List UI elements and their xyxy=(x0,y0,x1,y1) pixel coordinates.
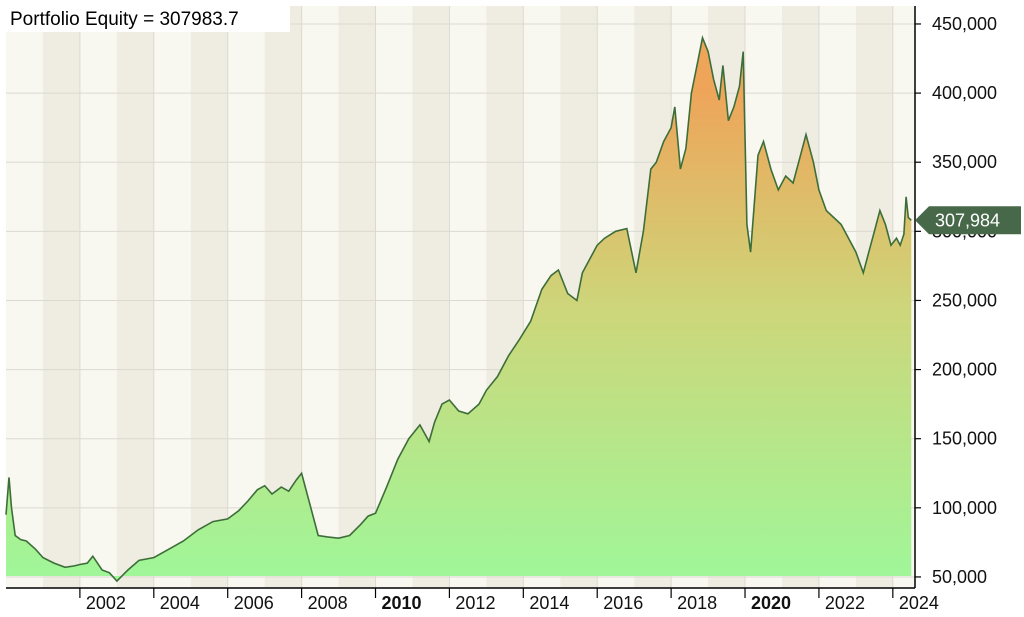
y-tick-label: 450,000 xyxy=(932,14,997,34)
x-tick-label: 2008 xyxy=(308,593,348,613)
y-tick-label: 150,000 xyxy=(932,429,997,449)
title-background xyxy=(6,6,290,32)
x-tick-label: 2020 xyxy=(751,593,791,613)
x-tick-label: 2004 xyxy=(160,593,200,613)
x-tick-label: 2016 xyxy=(603,593,643,613)
last-value-label: 307,984 xyxy=(935,210,1000,230)
x-tick-label: 2022 xyxy=(825,593,865,613)
y-tick-label: 400,000 xyxy=(932,83,997,103)
last-value-badge xyxy=(915,206,1021,235)
last-value-marker: 307,984 xyxy=(915,206,1021,235)
chart-title: Portfolio Equity = 307983.7 xyxy=(6,6,290,32)
year-band xyxy=(6,6,43,588)
year-band xyxy=(153,6,191,588)
x-tick-label: 2002 xyxy=(86,593,126,613)
y-axis-ticks: 50,000100,000150,000200,000250,000300,00… xyxy=(915,14,997,587)
year-band xyxy=(42,6,80,588)
equity-area xyxy=(6,37,912,582)
x-axis-ticks: 2002 2004 2006 2008 2010 2012 2014 2016 2018 2020… xyxy=(79,588,939,613)
year-band xyxy=(301,6,339,588)
y-tick-label: 350,000 xyxy=(932,152,997,172)
x-tick-label: 2006 xyxy=(234,593,274,613)
year-band xyxy=(338,6,376,588)
y-tick-label: 200,000 xyxy=(932,360,997,380)
x-tick-label: 2010 xyxy=(382,593,422,613)
year-band xyxy=(79,6,117,588)
year-band xyxy=(190,6,228,588)
y-tick-label: 100,000 xyxy=(932,498,997,518)
chart-title-text: Portfolio Equity = 307983.7 xyxy=(10,9,239,30)
year-band xyxy=(116,6,154,588)
y-tick-label: 250,000 xyxy=(932,290,997,310)
x-tick-label: 2012 xyxy=(455,593,495,613)
x-tick-label: 2014 xyxy=(529,593,569,613)
x-tick-label: 2018 xyxy=(677,593,717,613)
y-tick-label: 50,000 xyxy=(932,567,987,587)
x-tick-label: 2024 xyxy=(899,593,939,613)
equity-line xyxy=(5,35,912,583)
